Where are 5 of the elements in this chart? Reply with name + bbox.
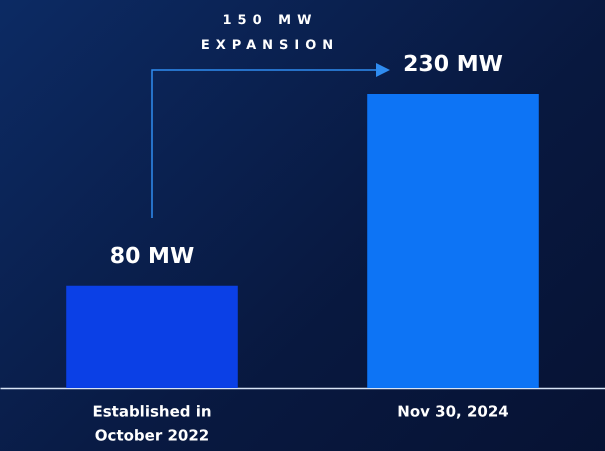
x-tick-label: Nov 30, 2024 <box>397 402 509 420</box>
x-tick-label: Established in October 2022 <box>92 402 212 444</box>
text: 150 MW EXPANSION <box>200 12 340 55</box>
data-label: 80 MW <box>110 244 194 269</box>
data-label: 230 MW <box>403 52 503 78</box>
